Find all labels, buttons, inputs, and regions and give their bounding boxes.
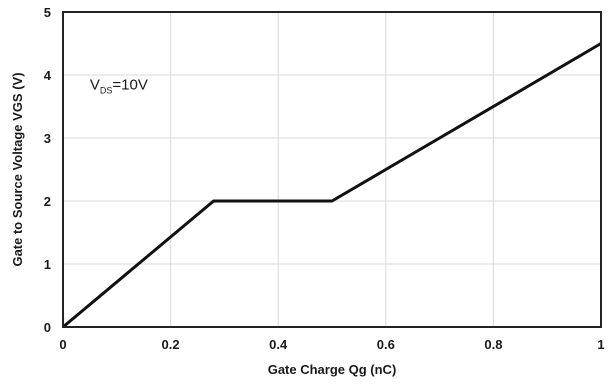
y-tick-label: 2 [44,194,51,209]
x-tick-label: 0 [59,337,66,352]
x-tick-label: 0.6 [377,337,395,352]
plot-frame [62,11,602,328]
x-tick-label: 1 [597,337,604,352]
vds-annotation-rest: =10V [112,76,147,93]
x-tick-label: 0.4 [269,337,288,352]
grid-lines [63,12,601,327]
x-tick-label: 0.8 [484,337,502,352]
y-tick-label: 4 [44,68,52,83]
vds-annotation-main: V [90,76,100,93]
y-tick-label: 5 [44,5,51,20]
y-tick-label: 3 [44,131,51,146]
x-axis-label: Gate Charge Qg (nC) [268,362,397,377]
y-tick-label: 0 [44,320,51,335]
y-tick-label: 1 [44,257,51,272]
vds-annotation: VDS=10V [90,76,148,95]
vgs-curve-line [62,42,602,329]
vds-annotation-sub: DS [100,85,113,95]
series-group [62,42,602,329]
tick-labels: 0 0.2 0.4 0.6 0.8 1 0 1 2 3 4 5 [44,5,605,352]
y-axis-label: Gate to Source Voltage VGS (V) [10,72,25,266]
x-tick-label: 0.2 [162,337,180,352]
